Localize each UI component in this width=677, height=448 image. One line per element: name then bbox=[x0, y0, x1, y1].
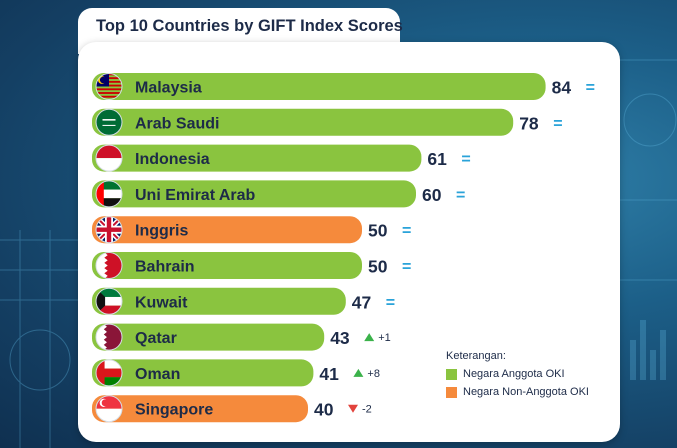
bar-row-singapore: Singapore 40 -2 bbox=[92, 395, 372, 423]
legend-title: Keterangan: bbox=[446, 350, 506, 362]
legend: Keterangan: Negara Anggota OKI Negara No… bbox=[446, 350, 589, 404]
bar-malaysia bbox=[92, 73, 546, 100]
bar-label-uni-emirat-arab: Uni Emirat Arab bbox=[135, 187, 256, 204]
bar-label-bahrain: Bahrain bbox=[135, 259, 195, 276]
change-indicator-uni-emirat-arab: = bbox=[456, 187, 465, 204]
legend-item-oki: Negara Anggota OKI bbox=[446, 368, 589, 380]
change-indicator-indonesia: = bbox=[461, 151, 470, 168]
bar-arab-saudi bbox=[92, 108, 514, 136]
arrow-up-icon-qatar bbox=[364, 333, 375, 342]
change-indicator-malaysia: = bbox=[586, 80, 595, 97]
value-label-arab-saudi: 78 bbox=[519, 113, 539, 133]
bar-singapore bbox=[92, 395, 308, 423]
bar-inggris bbox=[92, 216, 362, 244]
bar-row-kuwait: Kuwait 47 = bbox=[92, 287, 395, 315]
change-indicator-kuwait: = bbox=[386, 294, 395, 311]
bar-row-arab-saudi: Arab Saudi 78 = bbox=[92, 108, 563, 136]
bar-label-inggris: Inggris bbox=[135, 223, 188, 240]
bar-label-arab-saudi: Arab Saudi bbox=[135, 115, 219, 132]
bar-uni-emirat-arab bbox=[92, 180, 416, 208]
value-label-inggris: 50 bbox=[368, 221, 388, 241]
bahrain-flag-icon bbox=[95, 252, 123, 279]
uk-flag-icon bbox=[95, 216, 123, 244]
qatar-flag-icon bbox=[95, 323, 123, 351]
bar-label-indonesia: Indonesia bbox=[135, 151, 210, 168]
change-indicator-bahrain: = bbox=[402, 259, 411, 276]
value-label-kuwait: 47 bbox=[352, 292, 371, 312]
bar-label-oman: Oman bbox=[135, 366, 180, 383]
bar-row-bahrain: Bahrain 50 = bbox=[92, 252, 411, 279]
bar-row-oman: Oman 41 +8 bbox=[92, 359, 380, 387]
value-label-oman: 41 bbox=[319, 364, 339, 384]
oman-flag-icon bbox=[95, 359, 123, 387]
bar-row-qatar: Qatar 43 +1 bbox=[92, 323, 391, 351]
legend-label-oki: Negara Anggota OKI bbox=[463, 368, 565, 380]
bar-label-kuwait: Kuwait bbox=[135, 294, 188, 311]
bar-row-malaysia: Malaysia 84 = bbox=[92, 73, 595, 100]
value-label-uni-emirat-arab: 60 bbox=[422, 185, 442, 205]
change-indicator-arab-saudi: = bbox=[553, 115, 562, 132]
bar-label-singapore: Singapore bbox=[135, 402, 213, 419]
legend-label-non-oki: Negara Non-Anggota OKI bbox=[463, 386, 589, 398]
value-label-singapore: 40 bbox=[314, 400, 334, 420]
bar-label-malaysia: Malaysia bbox=[135, 80, 202, 97]
legend-swatch-oki bbox=[446, 368, 457, 380]
change-indicator-inggris: = bbox=[402, 223, 411, 240]
bar-row-inggris: Inggris 50 = bbox=[92, 216, 411, 244]
bar-label-qatar: Qatar bbox=[135, 330, 177, 347]
bar-kuwait bbox=[92, 287, 346, 315]
legend-item-non-oki: Negara Non-Anggota OKI bbox=[446, 386, 589, 398]
bar-qatar bbox=[92, 323, 325, 351]
arrow-up-icon-oman bbox=[353, 368, 364, 377]
bar-oman bbox=[92, 359, 314, 387]
value-label-indonesia: 61 bbox=[427, 149, 447, 169]
change-label-oman: +8 bbox=[367, 368, 380, 380]
bar-row-uni-emirat-arab: Uni Emirat Arab 60 = bbox=[92, 180, 465, 208]
arrow-down-icon-singapore bbox=[348, 404, 358, 413]
value-label-bahrain: 50 bbox=[368, 257, 388, 277]
change-label-singapore: -2 bbox=[362, 404, 372, 416]
kuwait-flag-icon bbox=[95, 287, 123, 315]
saudi-flag-icon bbox=[95, 108, 123, 136]
bar-row-indonesia: Indonesia 61 = bbox=[92, 144, 471, 172]
value-label-malaysia: 84 bbox=[552, 78, 572, 98]
chart-title: Top 10 Countries by GIFT Index Scores bbox=[96, 17, 403, 35]
bar-bahrain bbox=[92, 252, 362, 279]
legend-swatch-non-oki bbox=[446, 386, 457, 398]
indonesia-flag-icon bbox=[95, 144, 123, 172]
change-label-qatar: +1 bbox=[378, 332, 391, 344]
bar-indonesia bbox=[92, 144, 422, 172]
value-label-qatar: 43 bbox=[330, 328, 350, 348]
uae-flag-icon bbox=[95, 180, 123, 208]
singapore-flag-icon bbox=[95, 395, 123, 423]
